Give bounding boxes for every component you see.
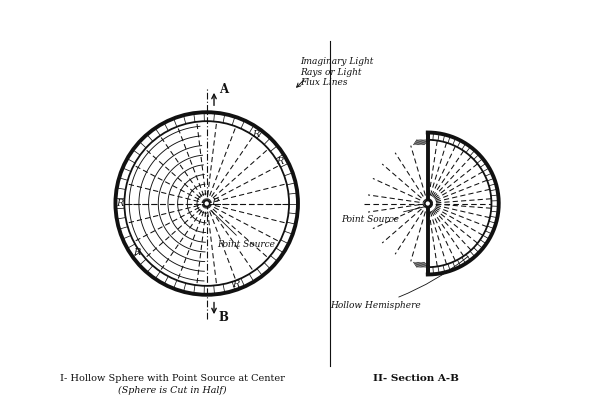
Text: R: R — [134, 248, 141, 257]
Text: P: P — [212, 198, 218, 207]
Text: Point Source: Point Source — [211, 210, 275, 249]
Circle shape — [425, 201, 431, 206]
Circle shape — [204, 201, 209, 206]
Text: Hollow Hemisphere: Hollow Hemisphere — [329, 256, 468, 310]
Text: I- Hollow Sphere with Point Source at Center: I- Hollow Sphere with Point Source at Ce… — [60, 374, 284, 383]
Text: R: R — [116, 199, 124, 208]
Text: R: R — [252, 129, 260, 138]
Text: R: R — [232, 280, 239, 289]
Text: B: B — [219, 311, 229, 324]
Text: Imaginary Light
Rays or Light
Flux Lines: Imaginary Light Rays or Light Flux Lines — [300, 57, 373, 87]
Text: R: R — [277, 157, 284, 166]
Text: A: A — [219, 83, 228, 96]
Text: II- Section A-B: II- Section A-B — [373, 374, 458, 383]
Text: Point Source: Point Source — [341, 206, 427, 224]
Text: (Sphere is Cut in Half): (Sphere is Cut in Half) — [118, 386, 227, 396]
